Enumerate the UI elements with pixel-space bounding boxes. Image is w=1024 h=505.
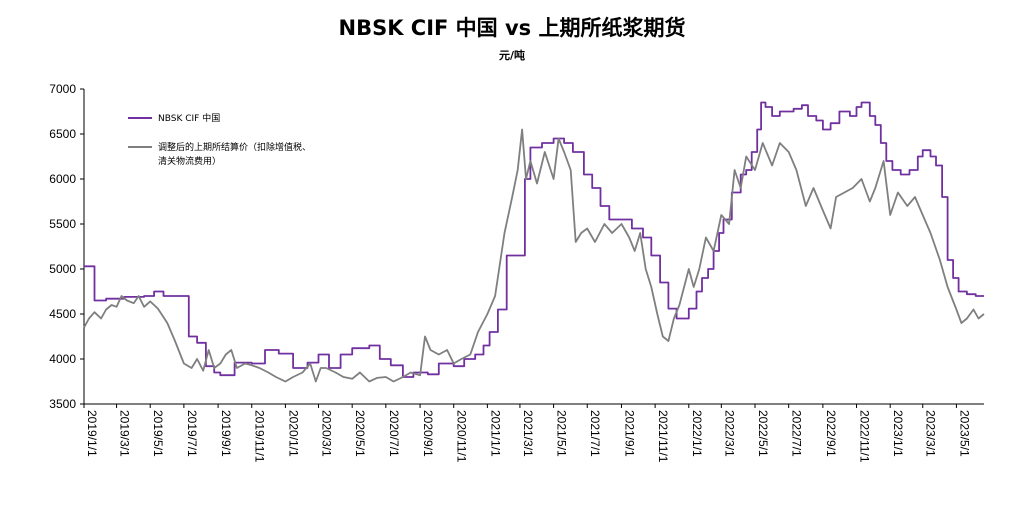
x-tick-label: 2021/11/1	[656, 410, 670, 463]
y-tick-label: 3500	[49, 397, 76, 411]
legend-label: 调整后的上期所结算价（扣除增值税、清关物流费用）	[158, 141, 311, 167]
x-tick-label: 2020/11/1	[455, 410, 469, 463]
x-tick-label: 2023/3/1	[924, 410, 938, 457]
x-tick-label: 2020/1/1	[286, 410, 300, 457]
y-tick-label: 6500	[49, 127, 76, 141]
x-tick-label: 2021/3/1	[521, 410, 535, 457]
y-tick-label: 7000	[49, 82, 76, 96]
chart-unit-label: 元/吨	[498, 49, 526, 62]
y-tick-label: 4000	[49, 352, 76, 366]
series-line-adjusted-shfe	[83, 128, 985, 383]
x-tick-label: 2019/9/1	[219, 410, 233, 457]
y-tick-label: 6000	[49, 172, 76, 186]
x-tick-label: 2022/11/1	[858, 410, 872, 463]
series-line-nbsk-cif	[84, 101, 984, 378]
x-tick-label: 2020/7/1	[387, 410, 401, 457]
legend-label: NBSK CIF 中国	[158, 112, 220, 124]
x-tick-label: 2022/3/1	[722, 410, 736, 457]
x-tick-label: 2020/5/1	[353, 410, 367, 457]
x-tick-label: 2020/3/1	[320, 410, 334, 457]
y-tick-label: 5000	[49, 262, 76, 276]
x-tick-label: 2022/9/1	[824, 410, 838, 457]
x-tick-label: 2023/5/1	[957, 410, 971, 457]
x-tick-label: 2021/7/1	[588, 410, 602, 457]
x-tick-label: 2022/5/1	[756, 410, 770, 457]
axes: 3500 4000 4500 5000 5500 6000 6500 7000 2019/1/1…	[49, 82, 984, 463]
x-tick-label: 2019/3/1	[118, 410, 132, 457]
chart-title: NBSK CIF 中国 vs 上期所纸浆期货	[338, 16, 686, 40]
y-tick-label: 4500	[49, 307, 76, 321]
x-tick-label: 2019/1/1	[85, 410, 99, 457]
x-tick-label: 2020/9/1	[421, 410, 435, 457]
x-tick-label: 2021/1/1	[488, 410, 502, 457]
x-tick-label: 2021/9/1	[622, 410, 636, 457]
y-tick-label: 5500	[49, 217, 76, 231]
x-tick-label: 2019/7/1	[185, 410, 199, 457]
x-tick-label: 2019/11/1	[253, 410, 267, 463]
x-tick-label: 2019/5/1	[151, 410, 165, 457]
x-tick-label: 2023/1/1	[891, 410, 905, 457]
x-tick-label: 2022/7/1	[790, 410, 804, 457]
series-lines	[83, 101, 985, 383]
x-tick-label: 2021/5/1	[555, 410, 569, 457]
x-tick-label: 2022/1/1	[690, 410, 704, 457]
